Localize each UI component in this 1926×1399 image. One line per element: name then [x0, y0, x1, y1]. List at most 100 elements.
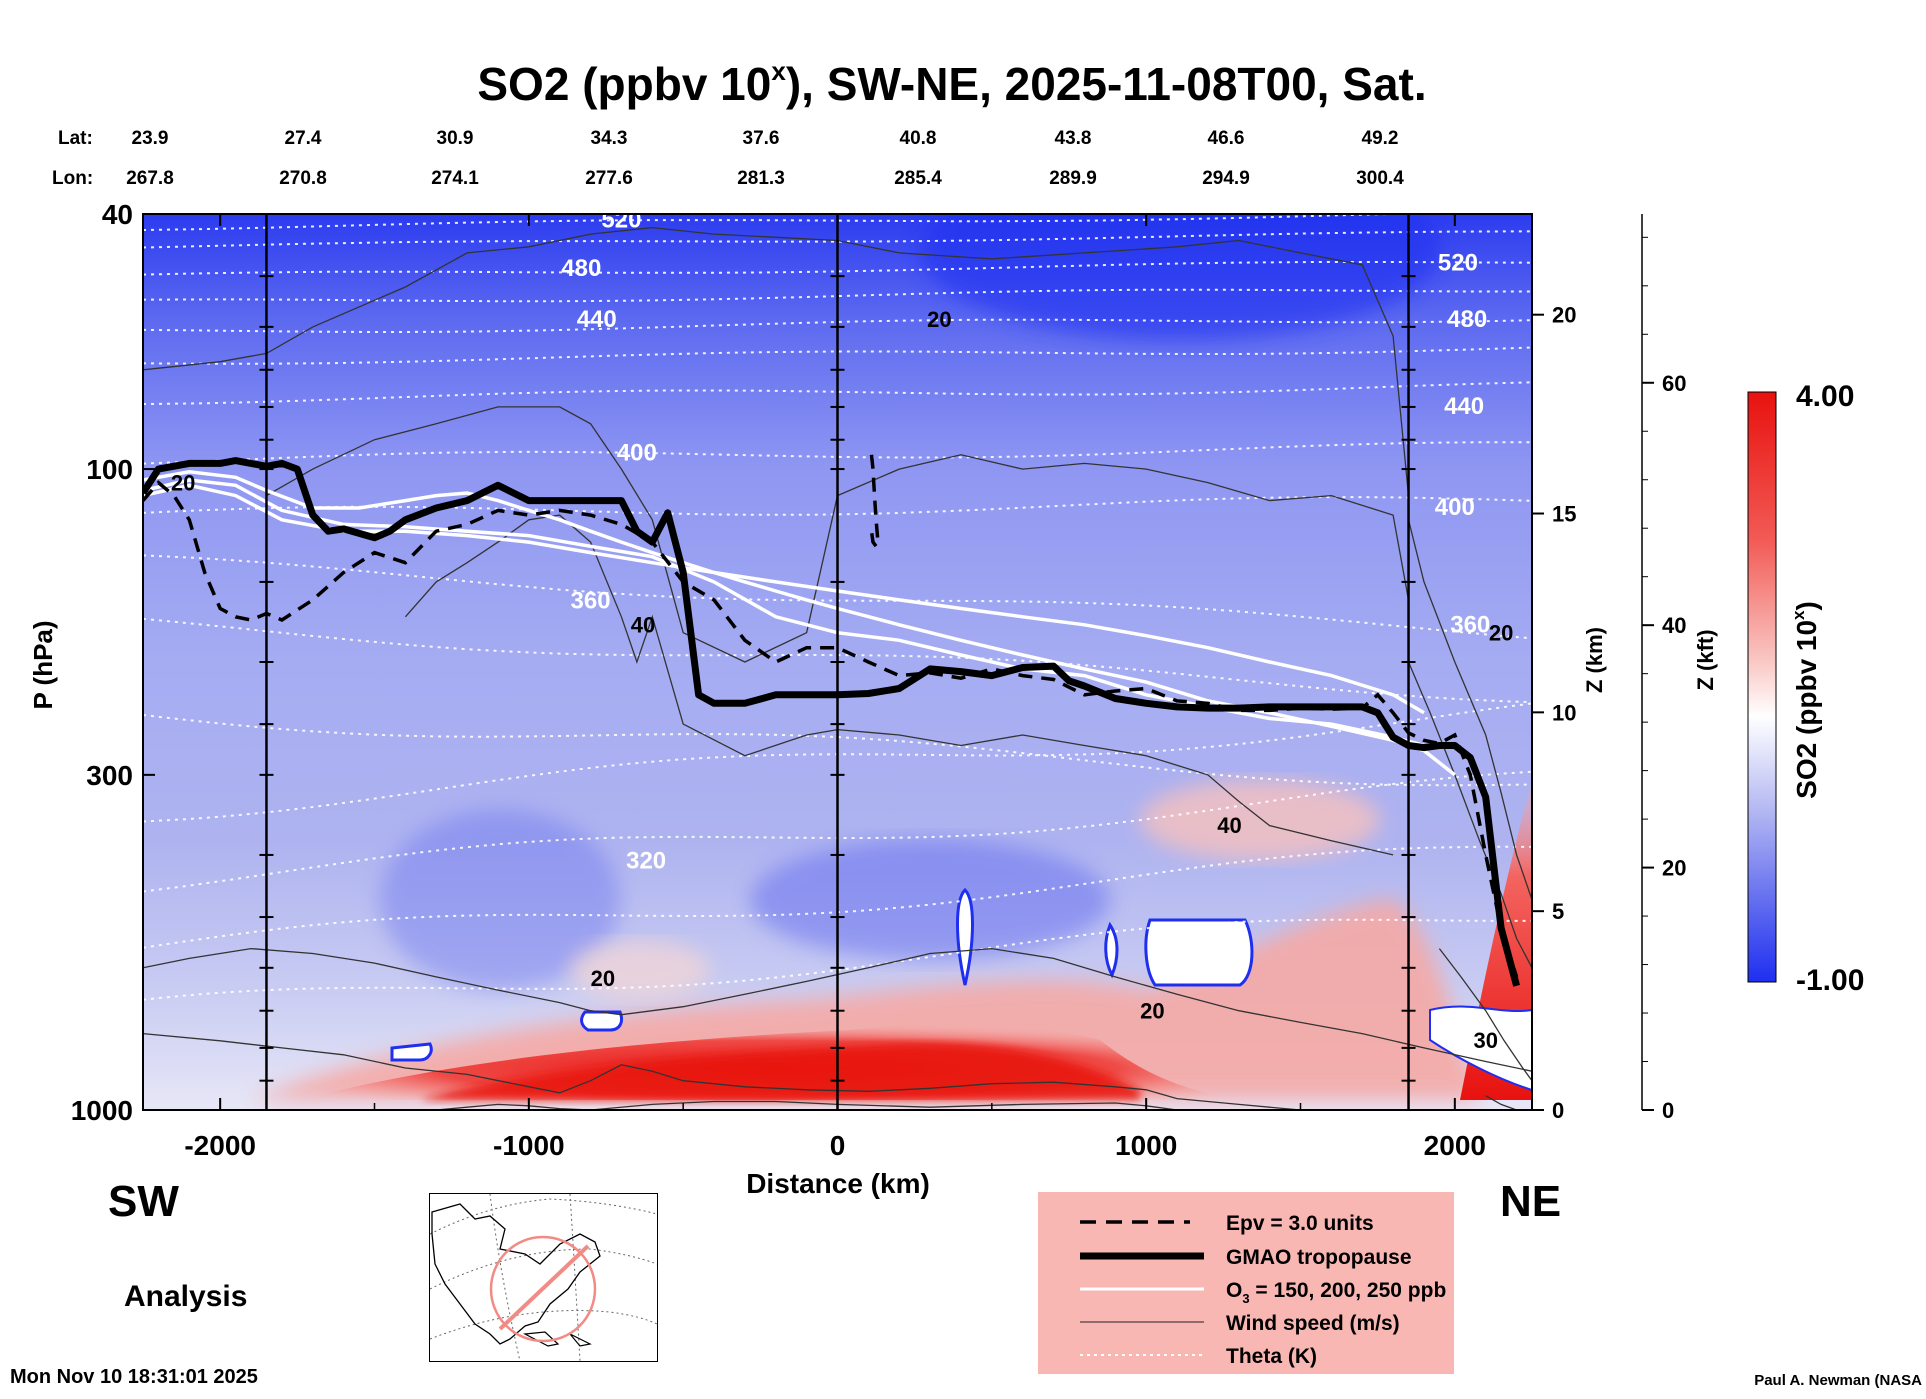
lat-value: 40.8: [900, 128, 937, 149]
wind-contour: [1407, 519, 1532, 901]
lat-value: 49.2: [1362, 128, 1399, 149]
wind-contour: [404, 514, 1394, 856]
lon-value: 285.4: [894, 168, 942, 189]
wind-contour: [1407, 661, 1532, 969]
analysis-label: Analysis: [124, 1280, 247, 1313]
x-tick-label: -1000: [493, 1130, 565, 1161]
so2-white-patch3: [390, 1042, 433, 1062]
theta-label: 480: [1447, 306, 1487, 333]
wind-speed-label: 40: [631, 613, 655, 638]
so2-low-mid: [380, 810, 620, 990]
map-cross-section-path: [498, 1244, 590, 1331]
epv-contour: [869, 454, 880, 551]
z-km-tick-label: 5: [1552, 899, 1564, 924]
map-inset-svg: [430, 1194, 657, 1361]
lon-value: 281.3: [737, 168, 785, 189]
theta-label: 440: [577, 306, 617, 333]
so2-pale-patch: [570, 940, 710, 1000]
theta-label: 360: [571, 587, 611, 614]
theta-label: 480: [561, 255, 601, 282]
lat-value: 27.4: [285, 128, 322, 149]
wind-contour: [143, 947, 1532, 1072]
y-tick-label: 300: [86, 760, 133, 791]
map-range-circle: [489, 1235, 597, 1343]
lat-value: 43.8: [1055, 128, 1092, 149]
x-tick-label: 0: [830, 1130, 846, 1161]
lat-value: 34.3: [591, 128, 628, 149]
lat-row-label: Lat:: [58, 128, 93, 149]
z-kft-tick-label: 60: [1662, 371, 1686, 396]
tropopause-line: [143, 457, 1520, 987]
lat-value: 23.9: [132, 128, 169, 149]
wind-speed-label: 20: [171, 470, 195, 495]
so2-white-spike2: [1104, 921, 1119, 979]
vertical-profile-lines: [259, 213, 1416, 1111]
wind-contour: [143, 226, 1410, 496]
x-tick-label: -2000: [184, 1130, 256, 1161]
wind-speed-label: 20: [1140, 999, 1164, 1024]
wind-contour: [1485, 1095, 1532, 1110]
theta-label: 320: [626, 848, 666, 875]
contour-labels: 5204804404003603205204804404003602020404…: [171, 207, 1513, 1053]
colorbar: [1747, 391, 1777, 983]
so2-white-patch2: [580, 1010, 624, 1032]
so2-boundary-layer-halo: [250, 899, 1480, 1100]
lon-value: 270.8: [279, 168, 327, 189]
theta-label: 400: [617, 440, 657, 467]
wind-speed-label: 20: [927, 307, 951, 332]
lon-row-label: Lon:: [52, 168, 93, 189]
map-parallel: [430, 1310, 657, 1340]
z-km-tick-label: 20: [1552, 303, 1576, 328]
colorbar-max-label: 4.00: [1796, 380, 1854, 413]
theta-line: [143, 918, 1532, 1001]
legend-label-theta: Theta (K): [1226, 1345, 1317, 1368]
lon-value: 300.4: [1356, 168, 1404, 189]
lon-value: 267.8: [126, 168, 174, 189]
map-meridian: [569, 1194, 581, 1361]
direction-ne: NE: [1500, 1177, 1561, 1226]
legend-label-wind: Wind speed (m/s): [1226, 1312, 1400, 1335]
wind-speed-label: 20: [591, 966, 615, 991]
legend-label-tropopause: GMAO tropopause: [1226, 1246, 1412, 1269]
tropopause-curve: [143, 457, 1520, 987]
map-coastline: [431, 1203, 601, 1345]
lon-value: 274.1: [431, 168, 479, 189]
wind-contour: [1438, 948, 1532, 1082]
footer-date: Mon Nov 10 18:31:01 2025: [10, 1366, 258, 1388]
wind-speed-label: 20: [1489, 620, 1513, 645]
axes: -2000 -1000 0 1000 2000100030010040051015200…: [71, 199, 1687, 1161]
footer-credit: Paul A. Newman (NASA: [1754, 1372, 1922, 1389]
epv-contours: [143, 454, 1519, 978]
y-tick-label: 100: [86, 454, 133, 485]
x-tick-label: 1000: [1115, 1130, 1177, 1161]
wind-contour: [266, 406, 1410, 663]
z-kft-axis-title: Z (kft): [1693, 629, 1718, 690]
map-inset: [429, 1193, 658, 1362]
ozone-contour: [143, 470, 1456, 777]
theta-label: 520: [601, 207, 641, 234]
lat-value: 46.6: [1208, 128, 1245, 149]
theta-label: 400: [1435, 494, 1475, 521]
y-tick-label: 40: [102, 199, 133, 230]
so2-white-spike: [956, 887, 974, 986]
z-km-tick-label: 15: [1552, 502, 1576, 527]
wind-speed-label: 40: [1217, 813, 1241, 838]
so2-white-patch: [1144, 918, 1254, 987]
colorbar-title: SO2 (ppbv 10x): [1789, 601, 1822, 799]
theta-label: 360: [1450, 612, 1490, 639]
legend: Epv = 3.0 units GMAO tropopause O3 = 150…: [1038, 1192, 1454, 1374]
legend-label-epv: Epv = 3.0 units: [1226, 1212, 1374, 1235]
wind-speed-contours: [143, 226, 1532, 1110]
wind-contour: [436, 1100, 1239, 1110]
so2-low-mid2: [750, 840, 1110, 960]
theta-label: 520: [1438, 249, 1478, 276]
epv-contour: [143, 480, 1519, 978]
lat-value: 30.9: [437, 128, 474, 149]
x-axis-title: Distance (km): [746, 1168, 930, 1199]
y-tick-label: 1000: [71, 1095, 133, 1126]
theta-line: [143, 714, 1532, 787]
latlon-values: 23.9 27.4 30.9 34.3 37.6 40.8 43.8 46.6 49.2 267.…: [126, 128, 1404, 189]
chart-title: SO2 (ppbv 10x), SW-NE, 2025-11-08T00, Sa…: [477, 56, 1426, 110]
